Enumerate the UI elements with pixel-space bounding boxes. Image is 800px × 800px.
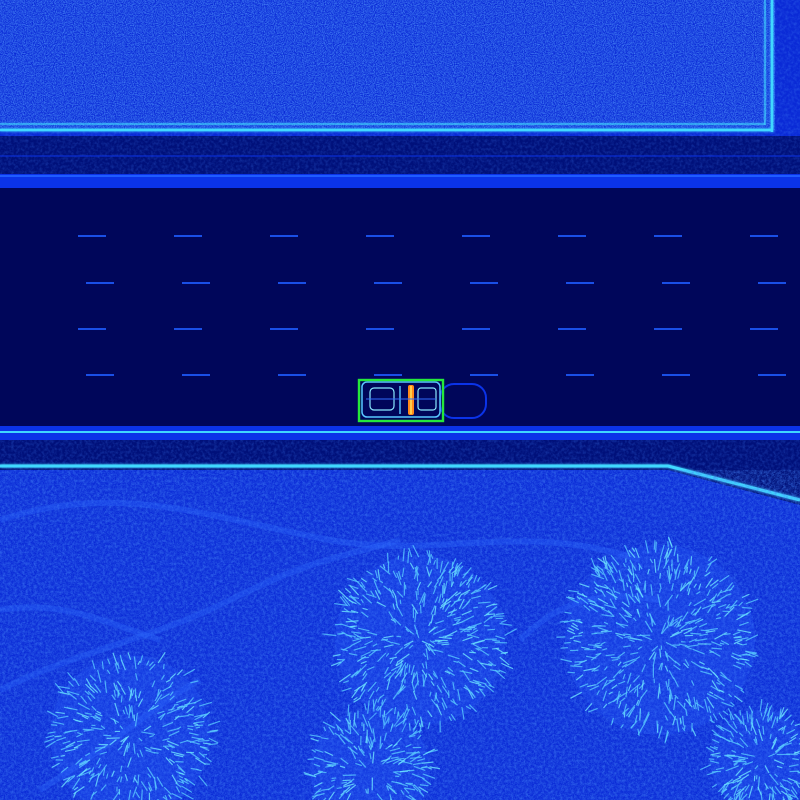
tree-canopy — [44, 651, 221, 800]
top-field — [0, 0, 800, 140]
vehicle-detection — [357, 378, 487, 423]
tree-canopy — [700, 699, 800, 800]
tree-canopy — [556, 536, 759, 744]
lower-verge — [0, 440, 800, 502]
lane-markings — [78, 235, 786, 376]
detection-bounding-box — [357, 378, 445, 423]
tree-canopy — [322, 544, 517, 734]
ridge-streak — [0, 537, 401, 693]
ridge-streak — [517, 593, 661, 643]
vehicle-edges — [366, 385, 437, 415]
tree-canopies — [44, 536, 800, 800]
terrain-ridges — [0, 499, 661, 793]
tree-canopy — [303, 699, 440, 800]
upper-verge — [0, 136, 800, 176]
ridge-streak — [0, 499, 641, 563]
ridge-streak — [38, 677, 202, 793]
ridge-streak — [0, 604, 161, 643]
